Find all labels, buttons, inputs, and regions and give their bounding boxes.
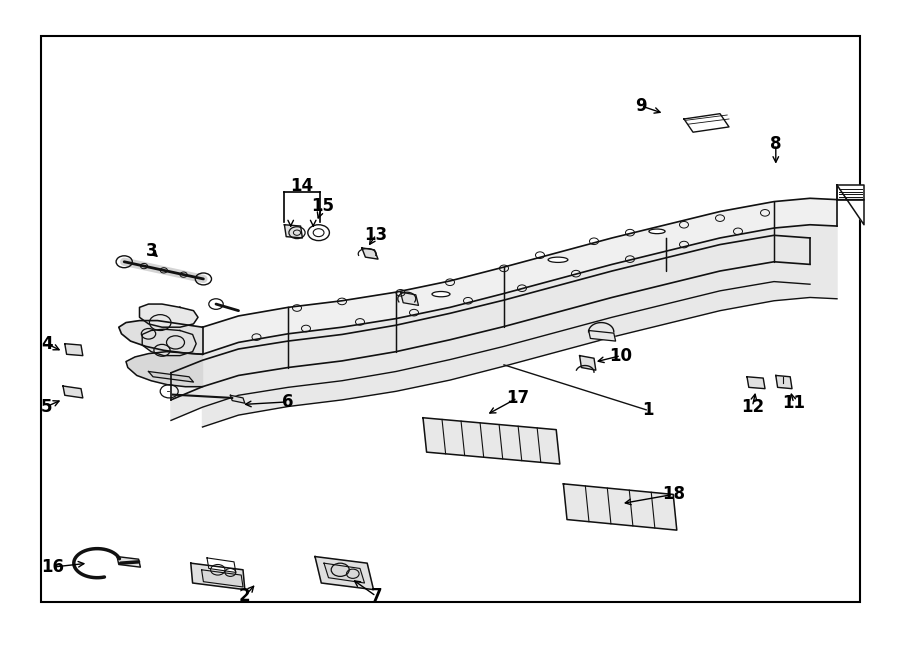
Text: 8: 8	[770, 135, 781, 153]
Polygon shape	[119, 321, 202, 354]
Polygon shape	[63, 386, 83, 398]
Polygon shape	[202, 198, 837, 354]
Polygon shape	[65, 344, 83, 356]
Polygon shape	[837, 185, 864, 200]
Text: 16: 16	[40, 558, 64, 576]
Polygon shape	[142, 329, 196, 356]
Polygon shape	[148, 371, 194, 382]
Text: 10: 10	[609, 346, 633, 365]
Text: 7: 7	[371, 587, 382, 605]
Ellipse shape	[548, 257, 568, 262]
Text: 18: 18	[662, 485, 685, 504]
Text: 14: 14	[290, 177, 313, 196]
Polygon shape	[171, 262, 810, 420]
Polygon shape	[747, 377, 765, 389]
Ellipse shape	[649, 229, 665, 233]
Polygon shape	[284, 225, 302, 238]
Text: 5: 5	[41, 397, 52, 416]
Polygon shape	[324, 563, 365, 583]
Polygon shape	[191, 563, 245, 590]
Polygon shape	[202, 570, 243, 587]
Polygon shape	[563, 484, 677, 530]
Polygon shape	[684, 114, 729, 132]
Polygon shape	[362, 248, 378, 259]
Text: 1: 1	[643, 401, 653, 419]
Bar	[40, 36, 859, 602]
Polygon shape	[207, 558, 236, 572]
Ellipse shape	[432, 292, 450, 297]
Polygon shape	[230, 395, 245, 403]
Text: 15: 15	[310, 197, 334, 215]
Polygon shape	[837, 185, 864, 225]
Polygon shape	[315, 557, 374, 590]
Text: 4: 4	[41, 334, 52, 353]
Polygon shape	[580, 356, 596, 370]
Text: 11: 11	[782, 394, 806, 412]
Text: 12: 12	[741, 397, 764, 416]
Polygon shape	[202, 225, 837, 427]
Polygon shape	[171, 235, 810, 400]
Polygon shape	[423, 418, 560, 464]
Text: 13: 13	[364, 225, 388, 244]
Polygon shape	[400, 292, 418, 305]
Text: 6: 6	[283, 393, 293, 411]
Text: 17: 17	[506, 389, 529, 407]
Text: 2: 2	[239, 587, 250, 605]
Text: 3: 3	[146, 242, 157, 260]
Polygon shape	[589, 330, 616, 341]
Polygon shape	[117, 557, 140, 567]
Polygon shape	[140, 304, 198, 327]
Polygon shape	[126, 352, 202, 387]
Polygon shape	[776, 375, 792, 389]
Text: 9: 9	[635, 97, 646, 115]
